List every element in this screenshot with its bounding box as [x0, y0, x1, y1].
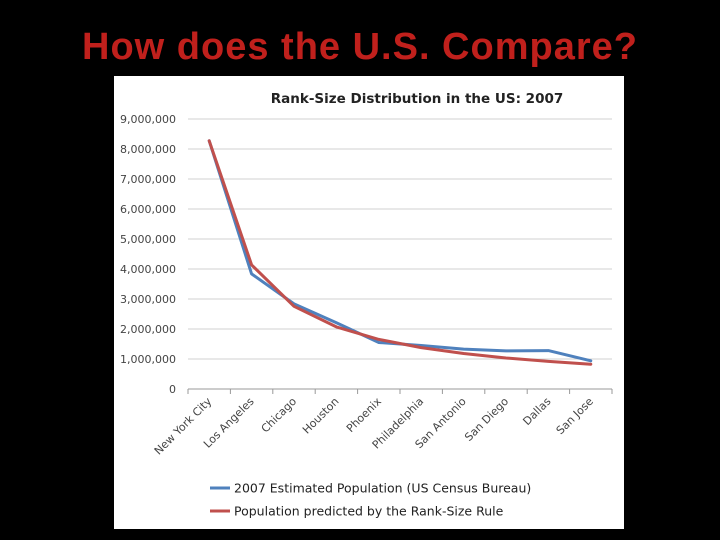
- legend: 2007 Estimated Population (US Census Bur…: [210, 481, 531, 519]
- x-tick-label: San Diego: [462, 395, 511, 444]
- series-line: [207, 139, 593, 366]
- y-tick-label: 5,000,000: [120, 233, 176, 246]
- legend-item: 2007 Estimated Population (US Census Bur…: [210, 481, 531, 496]
- x-tick-label: Houston: [300, 395, 342, 437]
- data-series: [207, 139, 593, 366]
- y-tick-label: 8,000,000: [120, 143, 176, 156]
- x-tick-label: San Jose: [554, 395, 596, 437]
- chart-svg: Rank-Size Distribution in the US: 2007 0…: [120, 91, 613, 519]
- y-tick-label: 4,000,000: [120, 263, 176, 276]
- y-tick-label: 7,000,000: [120, 173, 176, 186]
- y-tick-label: 0: [169, 383, 176, 396]
- chart-title: Rank-Size Distribution in the US: 2007: [271, 91, 564, 107]
- series-0: [207, 139, 593, 363]
- y-tick-label: 2,000,000: [120, 323, 176, 336]
- legend-item: Population predicted by the Rank-Size Ru…: [210, 504, 504, 519]
- slide-title: How does the U.S. Compare?: [82, 26, 638, 68]
- series-1: [207, 139, 593, 366]
- y-tick-labels: 0 1,000,000 2,000,000 3,000,000 4,000,000 5,0…: [120, 113, 176, 396]
- y-tick-label: 9,000,000: [120, 113, 176, 126]
- y-tick-label: 1,000,000: [120, 353, 176, 366]
- legend-label: 2007 Estimated Population (US Census Bur…: [234, 481, 531, 496]
- x-tick-label: New York City: [152, 395, 215, 458]
- legend-label: Population predicted by the Rank-Size Ru…: [234, 504, 504, 519]
- chart-panel: Rank-Size Distribution in the US: 2007 0…: [114, 76, 624, 529]
- x-tick-label: Dallas: [520, 395, 553, 428]
- gridlines: [187, 118, 613, 394]
- x-tick-label: Chicago: [259, 395, 300, 436]
- series-line: [207, 139, 593, 363]
- y-tick-label: 6,000,000: [120, 203, 176, 216]
- y-tick-label: 3,000,000: [120, 293, 176, 306]
- x-tick-label: Phoenix: [344, 395, 384, 435]
